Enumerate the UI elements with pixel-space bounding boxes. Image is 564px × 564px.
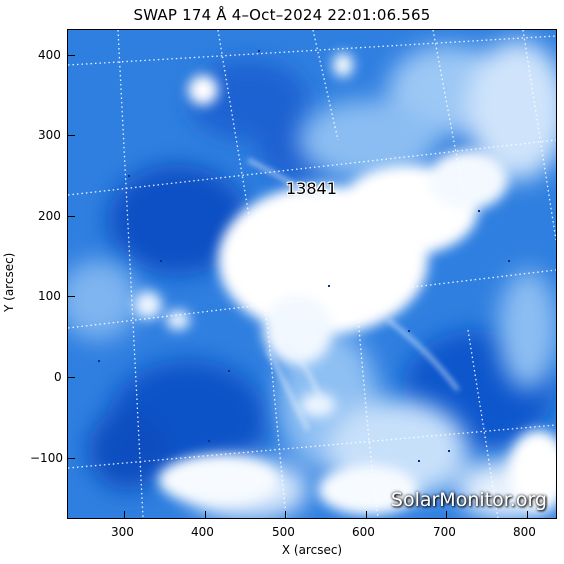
y-tick-label: 400 bbox=[38, 48, 61, 62]
x-axis-label: X (arcsec) bbox=[281, 543, 343, 557]
x-tick-label: 600 bbox=[352, 525, 375, 539]
y-axis-label: Y (arcsec) bbox=[2, 252, 16, 312]
y-tick-label: 0 bbox=[54, 370, 62, 384]
y-tick-label: 100 bbox=[38, 289, 61, 303]
x-tick-label: 800 bbox=[513, 525, 536, 539]
solar-image-frame: 13841 SolarMonitor.org bbox=[67, 29, 557, 519]
coronal-loops bbox=[247, 158, 460, 431]
x-tick-label: 300 bbox=[111, 525, 134, 539]
y-tick-label: −100 bbox=[30, 451, 63, 465]
solar-euv-image bbox=[68, 30, 556, 518]
y-tick-label: 300 bbox=[38, 128, 61, 142]
plot-title: SWAP 174 Å 4–Oct–2024 22:01:06.565 bbox=[133, 6, 431, 24]
x-tick-label: 700 bbox=[433, 525, 456, 539]
active-region-core bbox=[134, 53, 556, 515]
watermark: SolarMonitor.org bbox=[390, 489, 547, 511]
active-region-label: 13841 bbox=[286, 179, 337, 198]
x-tick-label: 400 bbox=[191, 525, 214, 539]
noise-pixels bbox=[98, 50, 510, 462]
x-tick-label: 500 bbox=[272, 525, 295, 539]
y-tick-label: 200 bbox=[38, 209, 61, 223]
heliographic-grid bbox=[68, 30, 556, 518]
